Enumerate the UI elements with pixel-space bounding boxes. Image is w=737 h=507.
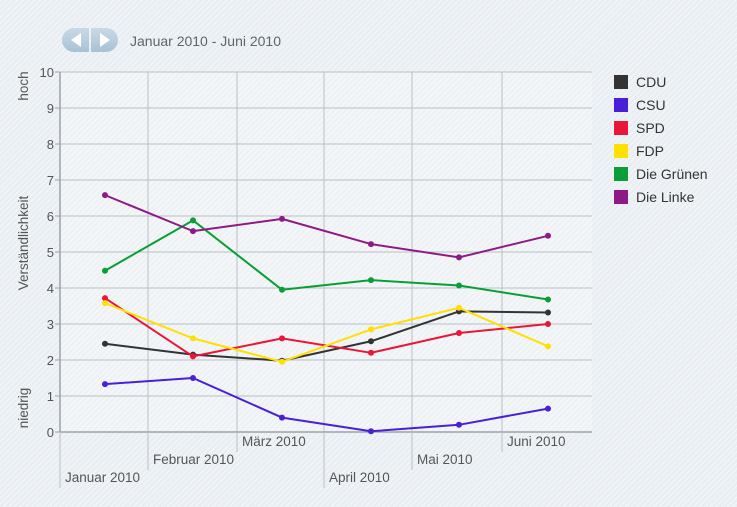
data-point [545,405,551,412]
data-point [545,343,551,350]
legend-swatch [614,189,628,204]
x-tick-label: April 2010 [329,470,390,485]
x-tick-label: Mai 2010 [417,452,473,467]
data-point [545,296,551,303]
y-tick-label: 5 [47,245,54,260]
legend-swatch [614,166,628,181]
y-tick-label: 1 [47,389,54,404]
legend-swatch [614,74,628,89]
data-point [190,353,196,360]
y-tick-label: 2 [47,353,54,368]
data-point [102,381,108,388]
next-period-button[interactable] [91,28,118,52]
y-axis-low-label: niedrig [16,388,31,429]
y-tick-label: 8 [47,137,54,152]
y-tick-label: 6 [47,209,54,224]
series-line [104,377,549,433]
data-point [102,192,108,199]
data-point [545,321,551,327]
x-tick-label: März 2010 [242,434,306,449]
x-tick-label: Januar 2010 [65,470,140,485]
previous-period-button[interactable] [62,28,89,52]
legend-item: SPD [614,116,708,139]
data-point [456,304,462,311]
data-point [456,282,462,289]
data-point [545,232,551,239]
series-line [104,302,549,363]
x-tick-label: Juni 2010 [507,434,566,449]
data-point [368,277,374,284]
data-point [102,295,108,302]
data-point [368,326,374,333]
series-line [104,310,549,362]
series-line [104,219,549,301]
data-point [456,330,462,336]
data-point [279,335,285,342]
legend-item: CDU [614,70,708,93]
period-navigation [62,28,118,52]
data-point [102,300,108,307]
data-point [368,349,374,356]
y-tick-label: 10 [40,65,54,80]
x-tick-label: Februar 2010 [153,452,234,467]
period-label: Januar 2010 - Juni 2010 [130,33,281,49]
data-point [190,217,196,224]
y-tick-label: 3 [47,317,54,332]
triangle-left-icon [70,33,81,47]
data-point [279,358,285,365]
data-point [456,254,462,261]
data-point [456,421,462,428]
legend-swatch [614,120,628,135]
legend-item: CSU [614,93,708,116]
legend-item: FDP [614,139,708,162]
legend-item: Die Linke [614,185,708,208]
legend-item: Die Grünen [614,162,708,185]
legend-label: CDU [636,73,667,90]
data-point [368,338,374,345]
legend-label: Die Linke [636,188,695,205]
data-point [190,335,196,342]
legend-label: SPD [636,119,665,136]
y-tick-label: 4 [47,281,54,296]
legend-swatch [614,143,628,158]
chart-legend: CDU CSU SPD FDP Die Grünen Die Linke [614,70,708,208]
data-point [190,375,196,381]
legend-label: FDP [636,142,664,159]
legend-label: CSU [636,96,666,113]
y-tick-label: 0 [47,425,54,440]
y-axis-high-label: hoch [16,71,31,100]
data-point [368,241,374,248]
data-point [279,414,285,421]
data-point [279,286,285,293]
data-point [545,309,551,316]
data-point [279,215,285,222]
data-point [368,428,374,435]
y-axis-title: Verständlichkeit [16,195,31,290]
data-point [102,267,108,274]
y-tick-label: 9 [47,101,54,116]
legend-label: Die Grünen [636,165,708,182]
data-point [102,340,108,347]
data-point [190,228,196,235]
series-line [104,194,549,259]
legend-swatch [614,97,628,112]
y-tick-label: 7 [47,173,54,188]
triangle-right-icon [99,33,110,47]
